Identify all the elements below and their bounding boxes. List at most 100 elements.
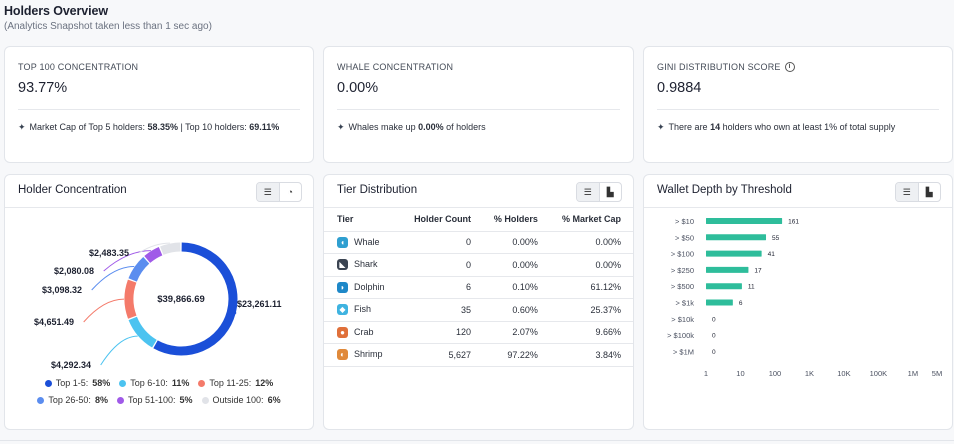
- stat-label: TOP 100 CONCENTRATION: [18, 62, 139, 72]
- legend-item[interactable]: Top 26-50: 8%: [37, 395, 108, 405]
- pct-holders-cell: 0.00%: [483, 253, 550, 277]
- chart-legend: Top 26-50: 8% Top 51-100: 5% Outside 100: 6%: [5, 395, 313, 405]
- donut-slice[interactable]: [144, 247, 163, 263]
- holder-count-cell: 35: [402, 298, 484, 322]
- donut-slice[interactable]: [124, 279, 137, 319]
- info-icon[interactable]: i: [784, 62, 795, 72]
- slice-value-label: $2,080.08: [54, 266, 94, 276]
- donut-slice[interactable]: [128, 316, 157, 348]
- column-header: Holder Count: [402, 208, 484, 232]
- bar-category-label: > $1M: [673, 347, 694, 356]
- holder-count-cell: 120: [402, 321, 484, 344]
- legend-dot: [198, 379, 206, 387]
- legend-item[interactable]: Top 11-25: 12%: [198, 378, 273, 388]
- pct-market-cap-cell: 0.00%: [549, 231, 633, 254]
- whale-icon: ◖: [337, 236, 348, 248]
- legend-label: Top 6-10:: [130, 378, 168, 388]
- x-tick-label: 100: [769, 369, 782, 378]
- stat-value: 0.00%: [337, 80, 379, 96]
- pie-chart-icon[interactable]: ◔: [278, 183, 302, 201]
- x-tick-label: 10: [736, 369, 744, 378]
- slice-value-label: $3,098.32: [42, 285, 82, 295]
- slice-value-label: $2,483.35: [89, 248, 129, 258]
- panel-title: Wallet Depth by Threshold: [657, 184, 792, 196]
- legend-percent: 11%: [171, 378, 190, 388]
- panel-title: Holder Concentration: [18, 184, 127, 196]
- bar-value-label: 161: [788, 219, 799, 226]
- legend-percent: 5%: [179, 395, 193, 405]
- stat-note: ✦ Whales make up 0.00% of holders: [337, 122, 486, 132]
- page-title: Holders Overview: [4, 4, 109, 18]
- pct-holders-cell: 0.60%: [483, 298, 550, 322]
- legend-item[interactable]: Top 51-100: 5%: [116, 395, 193, 405]
- legend-item[interactable]: Top 6-10: 11%: [119, 378, 189, 388]
- bar-category-label: > $50: [675, 233, 694, 242]
- depth-bar[interactable]: [706, 218, 783, 224]
- slice-leader-line: [100, 335, 138, 366]
- divider: [657, 109, 939, 110]
- tier-name: Whale: [354, 236, 380, 247]
- legend-label: Outside 100:: [212, 395, 264, 405]
- donut-slice[interactable]: [153, 242, 238, 356]
- gini-score-card: GINI DISTRIBUTION SCORE i 0.9884 ✦ There a…: [643, 46, 953, 163]
- panel-title: Tier Distribution: [337, 184, 418, 196]
- pct-market-cap-cell: 0.00%: [549, 253, 633, 277]
- table-header-row: Tier Holder Count % Holders % Market Cap: [324, 208, 633, 232]
- shrimp-icon: ◐: [337, 349, 348, 361]
- slice-leader-line: [138, 242, 170, 254]
- view-toggle: ☰ ◔: [256, 182, 302, 202]
- depth-bar[interactable]: [706, 283, 742, 290]
- holder-count-cell: 0: [402, 253, 484, 277]
- bar-value-label: 11: [748, 284, 755, 291]
- bar-chart-icon[interactable]: ▙: [598, 183, 622, 201]
- bar-chart-icon[interactable]: ▙: [917, 183, 941, 201]
- depth-bar[interactable]: [706, 250, 762, 257]
- legend-dot: [37, 396, 45, 404]
- legend-percent: 12%: [255, 378, 274, 388]
- donut-slice[interactable]: [128, 256, 150, 282]
- bar-category-label: > $250: [671, 266, 694, 275]
- tier-cell: ◆ Fish: [324, 298, 403, 322]
- tier-distribution-panel: Tier Distribution ☰ ▙ Tier Holder Count …: [323, 174, 634, 430]
- tier-name: Dolphin: [354, 281, 385, 292]
- divider: [337, 109, 620, 110]
- depth-bar[interactable]: [706, 266, 749, 273]
- slice-value-label: $23,261.11: [237, 299, 282, 309]
- bar-value-label: 55: [772, 235, 780, 242]
- bar-category-label: > $10k: [671, 315, 694, 324]
- tier-cell: ◖ Whale: [324, 231, 403, 254]
- legend-dot: [44, 379, 52, 387]
- legend-item[interactable]: Outside 100: 6%: [201, 395, 281, 405]
- list-view-icon[interactable]: ☰: [577, 183, 599, 201]
- donut-center-total: $39,866.69: [157, 294, 205, 305]
- legend-item[interactable]: Top 1-5: 58%: [44, 378, 110, 388]
- bar-value-label: 41: [768, 251, 776, 258]
- wallet-depth-chart: > $10 161 > $50 55 > $100 41 > $250 17 > $500 11 >…: [667, 217, 942, 378]
- sparkle-icon: ✦: [337, 122, 345, 132]
- wallet-depth-panel: Wallet Depth by Threshold ☰ ▙ > $10 161 > …: [643, 174, 953, 430]
- stat-note: ✦ Market Cap of Top 5 holders: 58.35% | T…: [18, 122, 280, 132]
- pct-market-cap-cell: 9.66%: [549, 321, 633, 344]
- legend-percent: 8%: [94, 395, 108, 405]
- slice-value-label: $4,292.34: [51, 360, 91, 370]
- depth-bar[interactable]: [706, 234, 767, 241]
- holder-concentration-panel: Holder Concentration ☰ ◔ $39,866.69 $23,2…: [4, 174, 314, 430]
- tier-name: Crab: [354, 326, 374, 337]
- top100-concentration-card: TOP 100 CONCENTRATION 93.77% ✦ Market Cap…: [4, 46, 314, 163]
- depth-bar[interactable]: [706, 299, 733, 306]
- slice-leader-line: [234, 303, 237, 315]
- table-row: ◆ Fish 35 0.60% 25.37%: [324, 298, 633, 322]
- x-tick-label: 1: [704, 369, 708, 378]
- chart-legend: Top 1-5: 58% Top 6-10: 11% Top 11-25: 12%: [5, 378, 313, 388]
- x-tick-label: 100K: [870, 369, 888, 378]
- tier-table: Tier Holder Count % Holders % Market Cap…: [324, 208, 633, 367]
- list-view-icon[interactable]: ☰: [257, 183, 279, 201]
- list-view-icon[interactable]: ☰: [896, 183, 918, 201]
- pct-holders-cell: 0.10%: [483, 276, 550, 299]
- snapshot-subtitle: (Analytics Snapshot taken less than 1 se…: [4, 21, 212, 32]
- pct-market-cap-cell: 25.37%: [549, 298, 633, 322]
- donut-slice[interactable]: [160, 242, 181, 255]
- table-row: ◖ Whale 0 0.00% 0.00%: [324, 231, 633, 254]
- whale-concentration-card: WHALE CONCENTRATION 0.00% ✦ Whales make u…: [323, 46, 634, 163]
- table-row: ◣ Shark 0 0.00% 0.00%: [324, 253, 633, 277]
